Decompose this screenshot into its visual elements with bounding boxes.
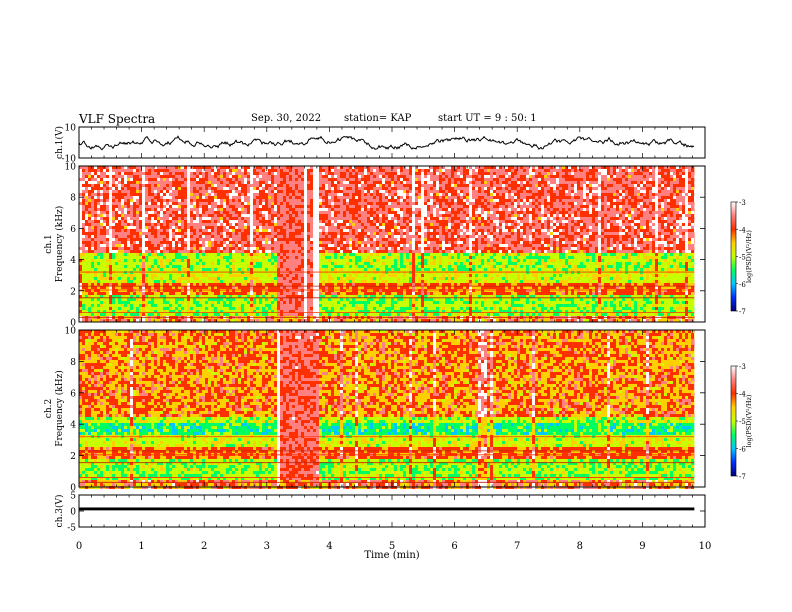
ch1-spectrogram-colorbar-tick: -5 bbox=[739, 254, 746, 262]
x-tick-label: 3 bbox=[264, 541, 270, 552]
ch3-waveform-ytick-label: 5 bbox=[70, 492, 76, 502]
x-tick-label: 7 bbox=[514, 541, 520, 552]
figure-title: VLF Spectra bbox=[79, 112, 155, 126]
ch2-spectrogram-colorbar bbox=[730, 365, 737, 477]
x-tick-label: 9 bbox=[639, 541, 645, 552]
x-tick-label: 8 bbox=[577, 541, 583, 552]
ch2-spectrogram-ytick-label: 4 bbox=[70, 421, 76, 431]
ch2-spectrogram-ytick-label: 8 bbox=[70, 358, 76, 368]
ch2-spectrogram-ylabel: Frequency (kHz) bbox=[54, 370, 65, 447]
x-tick-label: 10 bbox=[699, 541, 712, 552]
ch3-waveform-ytick-label: 0 bbox=[70, 508, 76, 518]
figure-date: Sep. 30, 2022 bbox=[251, 113, 321, 124]
ch1-waveform-ytick-label: 10 bbox=[65, 124, 77, 134]
ch2-spectrogram-ylabel-channel: ch.2 bbox=[44, 399, 54, 418]
x-axis-title: Time (min) bbox=[364, 550, 419, 561]
ch1-spectrogram-colorbar-tick: -3 bbox=[739, 199, 746, 207]
ch2-spectrogram-ytick-label: 10 bbox=[65, 327, 77, 337]
figure-start-time: start UT = 9 : 50: 1 bbox=[438, 113, 537, 124]
ch1-waveform-ytick-label: -10 bbox=[62, 155, 77, 165]
x-tick-label: 6 bbox=[451, 541, 457, 552]
ch2-spectrogram-colorbar-label: log(PSD)(V²/Hz) bbox=[745, 394, 753, 447]
ch1-spectrogram-image bbox=[79, 166, 695, 322]
ch1-spectrogram-colorbar-tick: -4 bbox=[739, 226, 746, 234]
ch2-spectrogram-colorbar-tick: -6 bbox=[739, 446, 746, 454]
ch1-spectrogram-ylabel-channel: ch.1 bbox=[44, 234, 54, 253]
ch1-spectrogram-ytick-label: 2 bbox=[70, 287, 76, 297]
ch3-waveform-ylabel: ch.3(V) bbox=[54, 495, 65, 528]
ch1-spectrogram-ylabel: Frequency (kHz) bbox=[54, 206, 65, 283]
x-tick-label: 0 bbox=[76, 541, 82, 552]
ch2-spectrogram-image bbox=[79, 330, 695, 489]
ch1-spectrogram-colorbar-label: log(PSD)(V²/Hz) bbox=[745, 230, 753, 283]
x-tick-label: 2 bbox=[201, 541, 207, 552]
ch2-spectrogram-ytick-label: 6 bbox=[70, 389, 76, 399]
ch3-waveform-trace bbox=[79, 507, 695, 511]
ch2-spectrogram-colorbar-tick: -5 bbox=[739, 418, 746, 426]
ch3-waveform-ytick-label: -5 bbox=[67, 524, 76, 534]
ch2-spectrogram-colorbar-tick: -4 bbox=[739, 391, 746, 399]
x-tick-label: 1 bbox=[138, 541, 144, 552]
figure-station: station= KAP bbox=[344, 113, 411, 124]
ch2-spectrogram-ytick-label: 2 bbox=[70, 452, 76, 462]
ch2-spectrogram-colorbar-tick: -3 bbox=[739, 363, 746, 371]
ch1-spectrogram-ytick-label: 0 bbox=[70, 319, 76, 329]
ch1-waveform-trace bbox=[78, 135, 695, 151]
ch2-spectrogram-colorbar-tick: -7 bbox=[739, 473, 746, 481]
ch1-spectrogram-colorbar-tick: -7 bbox=[739, 308, 746, 316]
ch2-spectrogram-ytick-label: 0 bbox=[70, 484, 76, 494]
ch1-spectrogram-colorbar-tick: -6 bbox=[739, 281, 746, 289]
ch1-waveform-ylabel: ch.1(V) bbox=[54, 126, 65, 159]
ch1-spectrogram-ytick-label: 4 bbox=[70, 256, 76, 266]
x-tick-label: 4 bbox=[326, 541, 332, 552]
ch1-spectrogram-ytick-label: 8 bbox=[70, 194, 76, 204]
x-tick-label: 5 bbox=[389, 541, 395, 552]
ch1-spectrogram-ytick-label: 10 bbox=[65, 163, 77, 173]
ch1-spectrogram-colorbar bbox=[730, 201, 737, 312]
ch1-spectrogram-ytick-label: 6 bbox=[70, 225, 76, 235]
